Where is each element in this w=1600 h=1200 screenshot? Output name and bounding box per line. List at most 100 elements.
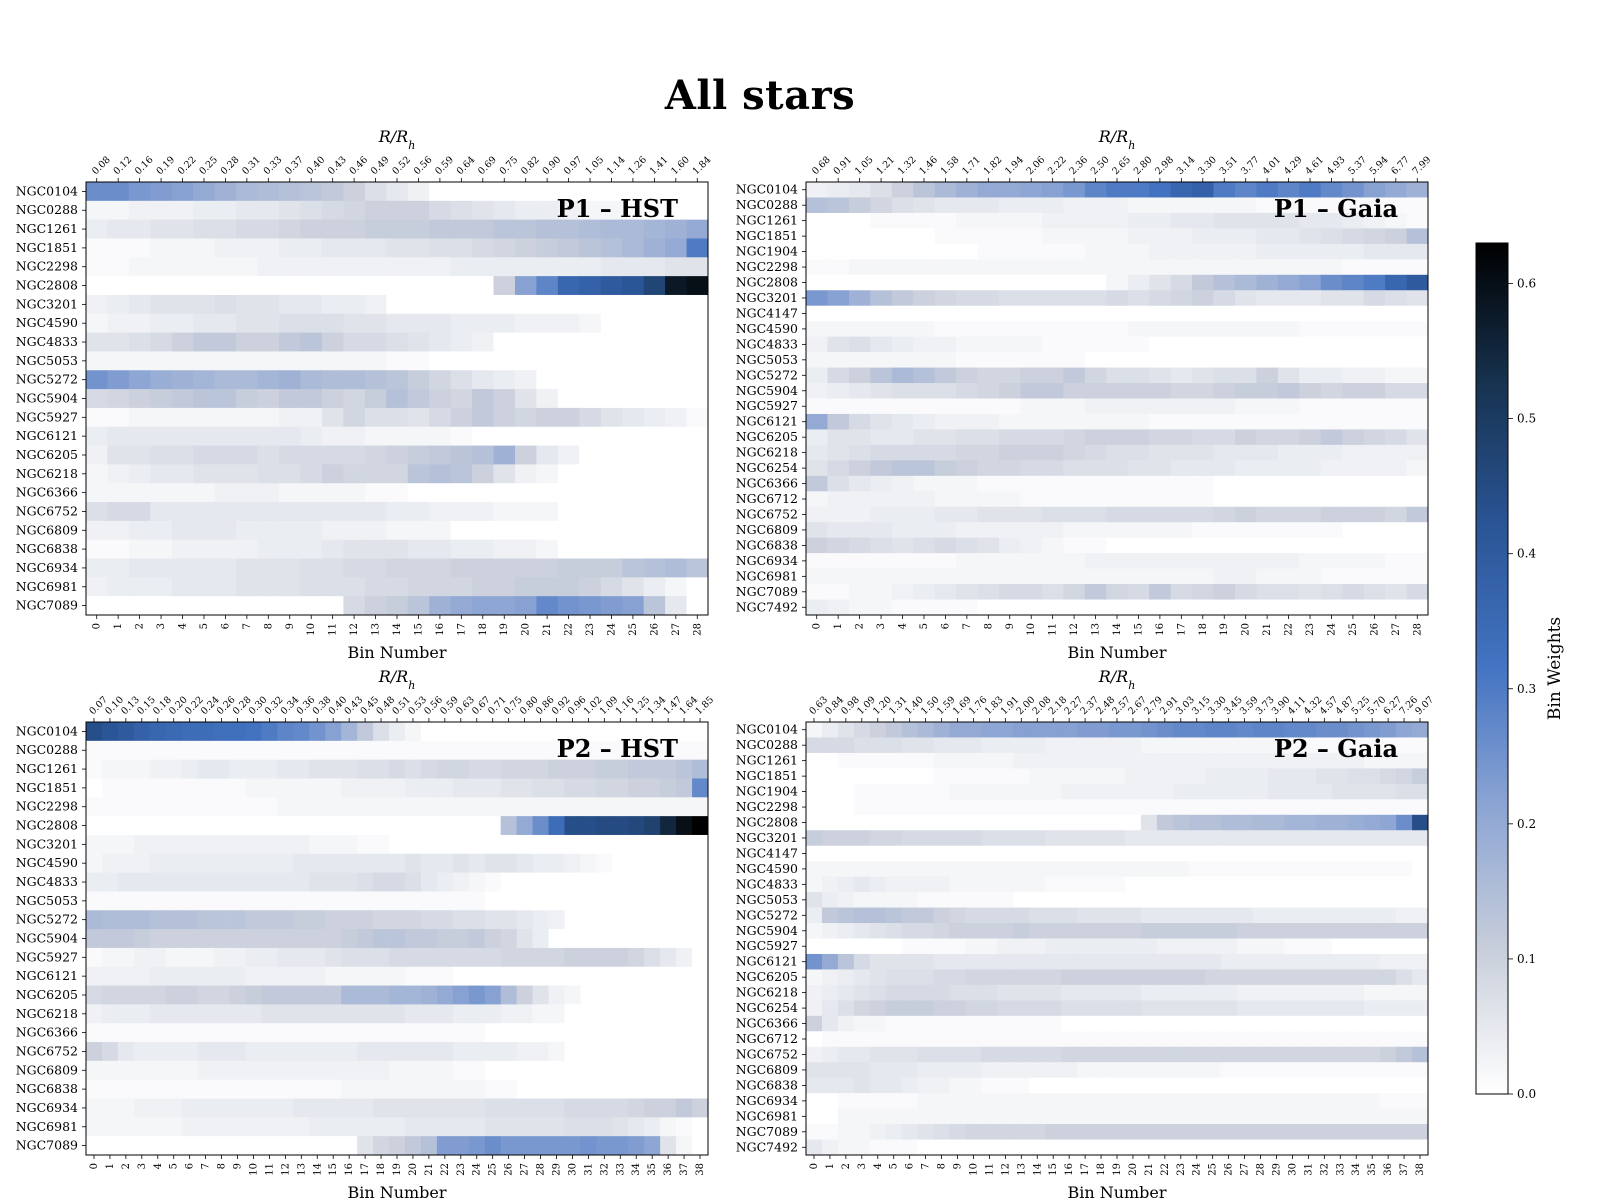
heatmap-cell [885,1108,903,1125]
heatmap-cell [309,1136,326,1156]
heatmap-cell [557,464,580,484]
heatmap-cell [1320,290,1343,307]
heatmap-cell [452,1136,470,1156]
heatmap-cell [229,872,246,892]
heatmap-cell [245,797,262,817]
row-label: NGC6254 [736,1000,798,1015]
heatmap-cell [643,389,666,409]
heatmap-cell [309,853,326,874]
heatmap-cell [171,483,194,503]
heatmap-cell [236,483,258,503]
heatmap-cell [885,969,903,986]
heatmap-cell [885,953,903,970]
heatmap-cell [686,483,709,503]
heatmap-cell [1412,1093,1429,1109]
heatmap-cell [1412,907,1429,924]
heatmap-cell [1213,429,1236,446]
heatmap-cell [484,1023,502,1043]
heatmap-cell [1213,568,1236,585]
heatmap-cell [150,257,173,277]
heatmap-cell [364,219,387,239]
heatmap-cell [997,892,1014,908]
heatmap-cell [1172,1062,1190,1079]
bin-number-label: 1 [825,1163,836,1169]
heatmap-cell [389,816,406,836]
heatmap-cell [1061,1139,1078,1156]
heatmap-cell [891,383,914,399]
heatmap-cell [686,389,709,409]
heatmap-cell [564,891,581,911]
heatmap-cell [1277,383,1300,399]
heatmap-cell [373,778,390,798]
heatmap-cell [1332,722,1349,738]
heatmap-cell [870,274,893,291]
heatmap-cell [1300,969,1317,986]
heatmap-cell [806,413,828,430]
heatmap-cell [1172,799,1190,816]
heatmap-cell [644,740,661,761]
heatmap-cell [149,872,167,892]
heatmap-cell [999,460,1021,477]
bin-number-label: 23 [585,623,596,636]
heatmap-cell [1020,383,1043,399]
heatmap-cell [357,816,374,836]
heatmap-cell [386,464,409,484]
heatmap-cell [1299,197,1322,214]
heatmap-cell [1268,1046,1285,1063]
heatmap-cell [660,929,677,949]
heatmap-cell [622,596,645,616]
heatmap-cell [213,966,230,986]
heatmap-cell [1029,752,1046,769]
heatmap-cell [827,553,850,569]
heatmap-cell [837,923,855,939]
heatmap-cell [686,219,709,239]
bin-number-label: 23 [456,1163,467,1176]
heatmap-cell [407,539,430,559]
heatmap-cell [245,910,262,930]
heatmap-cell [548,910,565,930]
heatmap-cell [580,834,597,855]
heatmap-cell [193,502,216,522]
heatmap-cell [1084,398,1107,415]
heatmap-cell [128,502,151,522]
heatmap-cell [1277,506,1300,523]
heatmap-cell [309,891,326,911]
heatmap-cell [885,1046,903,1063]
heatmap-cell [1084,568,1107,585]
heatmap-cell [407,483,430,503]
heatmap-cell [806,799,823,816]
bin-number-label: 7 [921,1163,932,1169]
heatmap-cell [171,389,194,409]
heatmap-cell [165,1117,183,1137]
heatmap-cell [981,923,998,939]
heatmap-cell [107,276,130,296]
heatmap-cell [1170,537,1193,554]
heatmap-cell [1204,814,1222,831]
figure-title: All stars [664,72,856,119]
heatmap-cell [532,947,549,968]
heatmap-cell [1063,259,1086,276]
heatmap-cell [373,872,390,892]
heatmap-cell [643,502,666,522]
heatmap-cell [1268,830,1285,847]
heatmap-cell [325,759,342,779]
heatmap-cell [1316,923,1333,939]
heatmap-cell [1363,228,1386,245]
heatmap-cell [150,483,173,503]
heatmap-cell [1300,1093,1317,1109]
heatmap-cell [1268,1139,1285,1156]
heatmap-cell [1277,305,1300,322]
heatmap-cell [1342,383,1365,399]
heatmap-cell [981,892,998,908]
heatmap-cell [484,797,502,817]
heatmap-cell [101,759,119,779]
heatmap-cell [1277,460,1300,477]
bin-number-label: 13 [371,623,382,636]
heatmap-cell [628,778,645,798]
heatmap-cell [107,483,130,503]
heatmap-cell [1109,1124,1126,1140]
heatmap-cell [101,985,119,1005]
heatmap-cell [133,1023,151,1043]
heatmap-cell [279,257,301,277]
heatmap-cell [999,506,1021,523]
